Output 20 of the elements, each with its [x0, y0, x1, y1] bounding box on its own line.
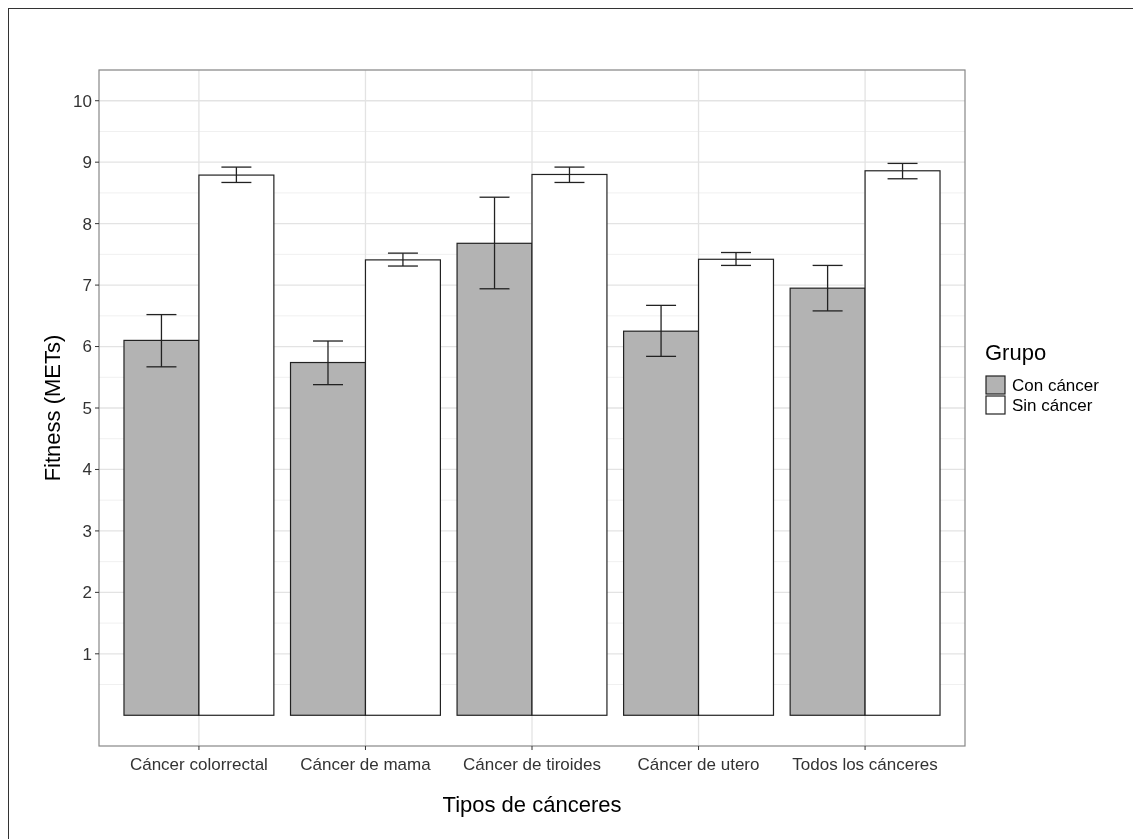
y-tick-label: 6 — [82, 337, 92, 357]
x-axis-title: Tipos de cánceres — [442, 792, 622, 817]
x-tick-label: Cáncer de tiroides — [463, 755, 601, 774]
y-tick-label: 3 — [82, 521, 92, 541]
y-tick-label: 5 — [82, 398, 92, 418]
y-tick-label: 1 — [82, 644, 92, 664]
x-tick-label: Cáncer de utero — [637, 755, 760, 774]
y-tick-label: 7 — [82, 276, 92, 296]
y-tick-label: 9 — [82, 153, 92, 173]
legend-title: Grupo — [985, 340, 1047, 365]
y-tick-label: 2 — [82, 583, 92, 603]
legend-label: Sin cáncer — [1012, 395, 1093, 415]
x-tick-label: Todos los cánceres — [792, 755, 938, 774]
y-tick-label: 8 — [82, 214, 92, 234]
x-tick-label: Cáncer de mama — [300, 755, 432, 774]
y-axis-title: Fitness (METs) — [40, 334, 65, 482]
legend-label: Con cáncer — [1012, 375, 1100, 395]
y-tick-label: 4 — [82, 460, 92, 480]
y-tick-label: 10 — [73, 91, 92, 111]
x-tick-label: Cáncer colorrectal — [129, 755, 268, 774]
